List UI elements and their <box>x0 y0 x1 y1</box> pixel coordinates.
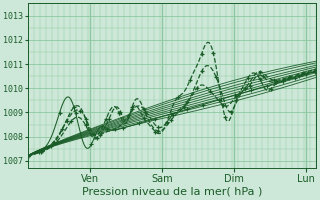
X-axis label: Pression niveau de la mer( hPa ): Pression niveau de la mer( hPa ) <box>82 187 262 197</box>
